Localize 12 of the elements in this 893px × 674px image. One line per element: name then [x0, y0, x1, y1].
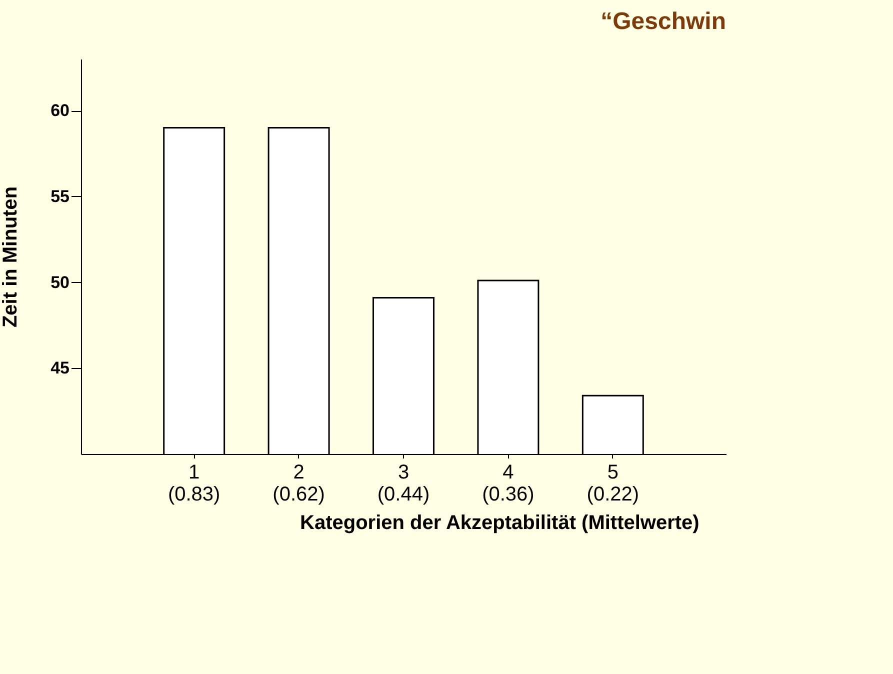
- x-tick-label: 4 (0.36): [482, 462, 534, 506]
- y-tick-label: 50: [50, 272, 70, 292]
- y-axis-title: Zeit in Minuten: [0, 186, 22, 328]
- y-tick-label: 60: [50, 101, 70, 120]
- x-axis-title: Kategorien der Akzeptabilität (Mittelwerte): [300, 512, 700, 535]
- x-tick-label: 2 (0.62): [272, 462, 325, 506]
- y-tick-label: 45: [50, 358, 70, 378]
- x-tick-label: 3 (0.44): [377, 462, 430, 506]
- x-tick-label: 1 (0.83): [168, 462, 220, 506]
- y-tick-label: 55: [50, 186, 70, 206]
- chart-title: “Geschwin: [600, 8, 726, 35]
- x-tick-label: 5 (0.22): [586, 462, 640, 506]
